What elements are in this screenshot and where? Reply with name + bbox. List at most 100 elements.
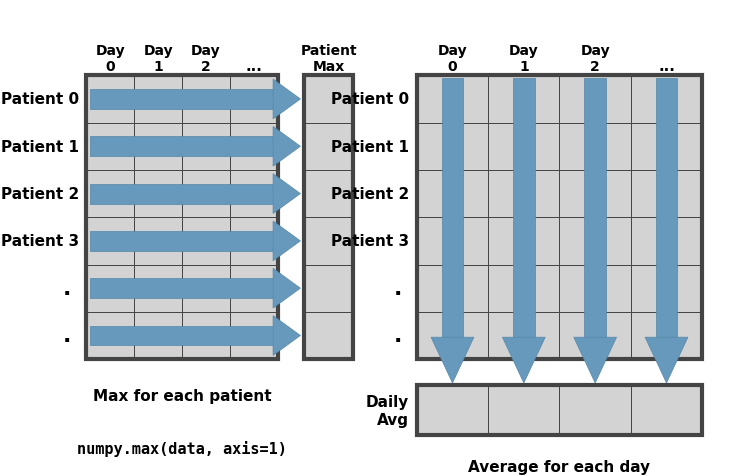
Bar (304, 123, 353, 170)
Text: Patient 3: Patient 3 (331, 234, 409, 249)
Bar (182, 312, 230, 359)
Bar (134, 218, 182, 265)
Bar (559, 386, 631, 436)
Text: .: . (63, 326, 71, 346)
Bar (230, 170, 278, 218)
Bar (134, 265, 182, 312)
Text: .: . (394, 326, 402, 346)
Polygon shape (273, 174, 300, 214)
Bar (182, 218, 230, 265)
Bar (488, 386, 559, 436)
Text: Day
0: Day 0 (438, 44, 467, 74)
Bar (513, 79, 535, 337)
Bar (417, 76, 488, 123)
Polygon shape (273, 127, 300, 167)
Text: Patient 1: Patient 1 (331, 139, 409, 154)
Bar (417, 123, 488, 170)
Text: .: . (63, 278, 71, 298)
Bar (134, 312, 182, 359)
Text: Average for each day: Average for each day (469, 459, 650, 474)
Text: Patient 0: Patient 0 (1, 92, 79, 107)
Bar (656, 79, 677, 337)
Text: Patient 2: Patient 2 (1, 187, 79, 202)
Bar (182, 170, 230, 218)
Bar (488, 76, 559, 123)
Bar (417, 265, 488, 312)
Bar (417, 386, 488, 436)
Text: Patient
Max: Patient Max (300, 44, 357, 74)
Polygon shape (273, 316, 300, 356)
Bar (584, 79, 606, 337)
Bar (304, 265, 353, 312)
Bar (488, 265, 559, 312)
Bar (559, 170, 631, 218)
Bar (230, 312, 278, 359)
Text: numpy.max(data, axis=1): numpy.max(data, axis=1) (77, 440, 287, 456)
Bar (559, 76, 631, 123)
Bar (86, 312, 134, 359)
Bar (304, 170, 353, 218)
Bar (182, 76, 230, 123)
Bar (134, 123, 182, 170)
Bar (90, 90, 273, 109)
Bar (86, 218, 134, 265)
Bar (488, 218, 559, 265)
Bar (304, 76, 353, 359)
Bar (417, 218, 488, 265)
Polygon shape (273, 269, 300, 308)
Text: Day
2: Day 2 (192, 44, 221, 74)
Bar (230, 265, 278, 312)
Bar (442, 79, 463, 337)
Bar (182, 123, 230, 170)
Text: Day
0: Day 0 (95, 44, 125, 74)
Bar (90, 137, 273, 157)
Bar (86, 265, 134, 312)
Bar (230, 218, 278, 265)
Text: .: . (394, 278, 402, 298)
Bar (631, 218, 702, 265)
Text: Daily
Avg: Daily Avg (366, 395, 409, 426)
Bar (90, 278, 273, 298)
Text: Max for each patient: Max for each patient (93, 388, 271, 403)
Bar (304, 312, 353, 359)
Bar (90, 231, 273, 251)
Bar (488, 170, 559, 218)
Polygon shape (431, 337, 474, 383)
Bar (631, 76, 702, 123)
Bar (631, 170, 702, 218)
Bar (86, 123, 134, 170)
Bar (134, 76, 182, 123)
Bar (559, 265, 631, 312)
Text: Patient 1: Patient 1 (1, 139, 79, 154)
Bar (559, 312, 631, 359)
Polygon shape (645, 337, 688, 383)
Polygon shape (574, 337, 617, 383)
Bar (86, 76, 134, 123)
Polygon shape (502, 337, 545, 383)
Bar (86, 170, 134, 218)
Bar (182, 265, 230, 312)
Bar (304, 218, 353, 265)
Text: Day
2: Day 2 (581, 44, 610, 74)
Bar (417, 170, 488, 218)
Bar (488, 123, 559, 170)
Bar (559, 218, 631, 265)
Bar (559, 123, 631, 170)
Bar (230, 123, 278, 170)
Bar (230, 76, 278, 123)
Polygon shape (273, 80, 300, 119)
Text: ...: ... (246, 59, 262, 74)
Bar (86, 76, 278, 359)
Bar (631, 265, 702, 312)
Bar (134, 170, 182, 218)
Bar (90, 184, 273, 204)
Text: Patient 0: Patient 0 (331, 92, 409, 107)
Bar (488, 312, 559, 359)
Bar (631, 123, 702, 170)
Bar (417, 76, 702, 359)
Polygon shape (273, 221, 300, 261)
Text: ...: ... (658, 59, 675, 74)
Bar (417, 386, 702, 436)
Bar (631, 312, 702, 359)
Text: Patient 2: Patient 2 (331, 187, 409, 202)
